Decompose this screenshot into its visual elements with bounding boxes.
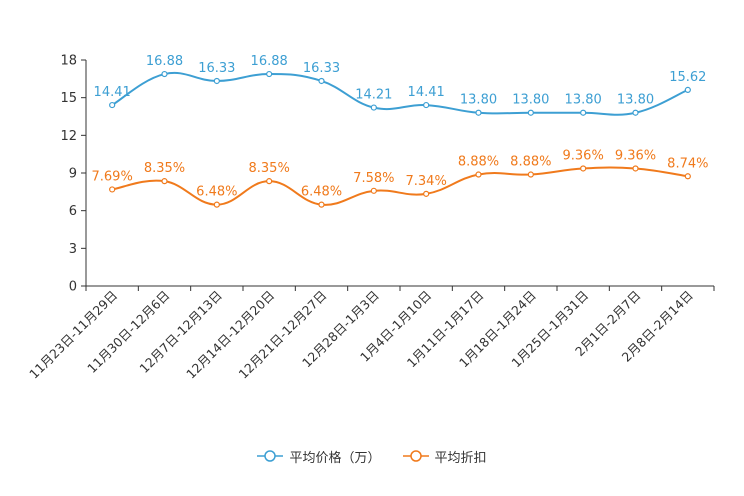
y-tick-label: 15 bbox=[60, 91, 77, 106]
data-label: 13.80 bbox=[512, 93, 549, 108]
legend-line-circle-icon bbox=[402, 450, 429, 462]
data-label: 7.34% bbox=[406, 174, 447, 189]
data-label: 16.33 bbox=[198, 61, 235, 76]
series-layer: 14.41 16.88 16.33 16.88 16.33 14.21 14.41 13.80… bbox=[92, 54, 708, 208]
y-tick-label: 6 bbox=[69, 204, 77, 219]
legend-line-circle-icon bbox=[257, 450, 284, 462]
y-tick-label: 3 bbox=[69, 242, 77, 257]
data-point bbox=[161, 70, 168, 78]
y-tick-label: 9 bbox=[69, 167, 77, 182]
x-tick-label: 12月14日-12月20日 bbox=[183, 288, 277, 382]
legend-item-discount[interactable]: 平均折扣 bbox=[402, 447, 487, 466]
data-point bbox=[580, 165, 587, 172]
y-tick-label: 0 bbox=[69, 280, 77, 295]
legend-label-price: 平均价格（万） bbox=[289, 450, 381, 466]
legend-item-price[interactable]: 平均价格（万） bbox=[257, 447, 381, 466]
data-label: 14.41 bbox=[94, 85, 131, 100]
data-point bbox=[213, 201, 220, 208]
data-label: 13.80 bbox=[617, 93, 654, 108]
data-point bbox=[318, 77, 325, 85]
data-point bbox=[580, 109, 587, 116]
data-label: 13.80 bbox=[565, 93, 602, 108]
data-label: 6.48% bbox=[301, 185, 342, 200]
data-point bbox=[423, 190, 430, 197]
data-point bbox=[109, 101, 116, 109]
y-tick-label: 12 bbox=[60, 129, 77, 144]
data-point bbox=[423, 101, 430, 109]
data-point bbox=[213, 77, 220, 85]
series-line bbox=[111, 71, 689, 116]
data-point bbox=[161, 178, 168, 185]
data-label: 16.88 bbox=[251, 54, 288, 69]
data-point bbox=[527, 109, 534, 116]
data-point bbox=[370, 104, 377, 111]
data-point bbox=[632, 109, 639, 116]
data-label: 8.35% bbox=[249, 161, 290, 176]
legend-label-discount: 平均折扣 bbox=[434, 450, 487, 466]
x-axis: 11月23日-11月29日11月30日-12月6日12月7日-12月13日12月… bbox=[26, 285, 715, 382]
data-label: 8.74% bbox=[667, 156, 708, 171]
x-tick-label: 11月23日-11月29日 bbox=[26, 288, 120, 382]
data-point bbox=[475, 171, 482, 178]
data-label: 6.48% bbox=[196, 185, 237, 200]
y-axis: 0 3 6 9 12 15 18 bbox=[60, 54, 87, 295]
data-point bbox=[109, 186, 116, 193]
data-point bbox=[318, 201, 325, 208]
data-label: 15.62 bbox=[669, 70, 706, 85]
series-discount: 7.69% 8.35% 6.48% 8.35% 6.48% 7.58% 7.34% 8.88%… bbox=[92, 148, 708, 208]
data-label: 9.36% bbox=[615, 148, 656, 163]
line-chart: 0 3 6 9 12 15 18 11月23日-11月29日11月30日-12月6日12月7… bbox=[26, 54, 715, 382]
data-point bbox=[266, 70, 273, 78]
data-label: 7.69% bbox=[92, 169, 133, 184]
legend: 平均价格（万） 平均折扣 bbox=[0, 446, 744, 466]
data-label: 14.21 bbox=[355, 88, 392, 103]
data-point bbox=[684, 86, 691, 93]
data-label: 13.80 bbox=[460, 93, 497, 108]
data-label: 8.88% bbox=[458, 155, 499, 170]
data-label: 16.33 bbox=[303, 61, 340, 76]
data-label: 9.36% bbox=[563, 148, 604, 163]
data-point bbox=[684, 173, 691, 180]
data-label: 14.41 bbox=[408, 85, 445, 100]
data-label: 8.88% bbox=[510, 155, 551, 170]
data-point bbox=[370, 187, 377, 194]
data-point bbox=[632, 165, 639, 172]
data-label: 7.58% bbox=[353, 171, 394, 186]
data-point bbox=[527, 171, 534, 178]
series-price: 14.41 16.88 16.33 16.88 16.33 14.21 14.41 13.80… bbox=[94, 54, 706, 116]
data-label: 8.35% bbox=[144, 161, 185, 176]
data-point bbox=[475, 109, 482, 116]
x-tick-label: 12月21日-12月27日 bbox=[235, 288, 329, 382]
data-point bbox=[266, 178, 273, 185]
data-label: 16.88 bbox=[146, 54, 183, 69]
y-tick-label: 18 bbox=[60, 54, 77, 69]
